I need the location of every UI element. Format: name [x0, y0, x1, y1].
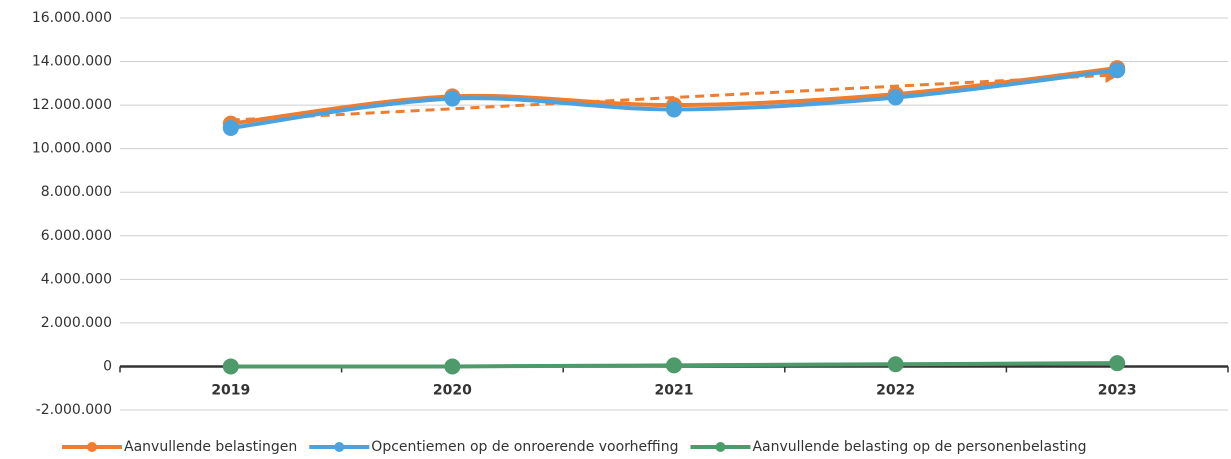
y-tick-label: 6.000.000: [41, 228, 112, 244]
data-point: [666, 101, 682, 118]
legend-label: Aanvullende belasting op de personenbela…: [752, 439, 1086, 455]
x-tick-label: 2019: [211, 382, 250, 398]
data-point: [444, 90, 461, 107]
legend-marker: [334, 442, 345, 452]
trendline: [230, 67, 1121, 122]
y-tick-label: 14.000.000: [32, 54, 112, 70]
data-point: [887, 89, 904, 106]
y-tick-label: 16.000.000: [32, 10, 112, 26]
data-point: [222, 119, 239, 136]
legend-label: Aanvullende belastingen: [124, 439, 297, 455]
x-tick-label: 2021: [655, 382, 694, 398]
x-tick-label: 2022: [876, 382, 915, 398]
y-tick-label: 0: [103, 358, 112, 374]
data-point: [222, 358, 239, 375]
data-point: [666, 357, 682, 374]
legend-marker: [715, 442, 726, 452]
data-point: [1109, 62, 1126, 79]
data-point: [444, 358, 461, 375]
y-tick-label: 12.000.000: [32, 97, 112, 113]
y-tick-label: 8.000.000: [41, 184, 112, 200]
y-tick-label: 4.000.000: [41, 271, 112, 287]
x-tick-label: 2020: [433, 382, 472, 398]
y-tick-label: -2.000.000: [36, 402, 112, 418]
y-tick-label: 10.000.000: [32, 141, 112, 157]
data-point: [887, 356, 904, 373]
legend-marker: [87, 442, 97, 452]
legend-label: Opcentiemen op de onroerende voorheffing: [371, 439, 678, 455]
y-tick-label: 2.000.000: [41, 315, 112, 331]
data-point: [1109, 355, 1126, 372]
x-tick-label: 2023: [1098, 382, 1137, 398]
